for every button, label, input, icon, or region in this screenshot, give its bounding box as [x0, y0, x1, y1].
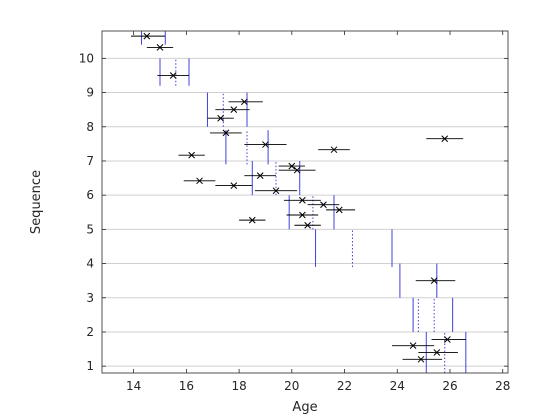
x-tick-label: 26	[442, 379, 457, 393]
data-point-marker	[417, 355, 425, 363]
data-point-marker	[430, 277, 438, 285]
y-tick-label: 10	[79, 51, 94, 65]
data-point-marker	[320, 201, 327, 209]
y-ticks: 1 2 3 4 5 6 7 8 9 10	[79, 51, 508, 373]
data-point-marker	[293, 166, 301, 174]
data-point-marker	[409, 342, 417, 349]
x-tick-label: 22	[337, 379, 352, 393]
grid-lines	[102, 57, 508, 367]
data-point-marker	[288, 162, 296, 170]
y-tick-label: 8	[86, 120, 94, 134]
x-tick-label: 28	[495, 379, 510, 393]
y-tick-label: 6	[86, 188, 94, 202]
y-tick-label: 4	[86, 257, 94, 271]
x-tick-label: 20	[284, 379, 299, 393]
data-point-marker	[433, 349, 441, 356]
y-tick-label: 2	[86, 325, 94, 339]
data-point-marker	[444, 336, 451, 343]
y-tick-label: 3	[86, 291, 94, 305]
y-tick-label: 9	[86, 86, 94, 100]
data-point-marker	[143, 32, 151, 40]
data-point-marker	[335, 206, 343, 214]
x-tick-label: 18	[231, 379, 246, 393]
data-point-marker	[330, 146, 338, 154]
data-point-marker	[156, 44, 164, 51]
plot-frame	[101, 30, 509, 374]
data-points	[131, 32, 466, 363]
y-axis-label: Sequence	[29, 170, 44, 234]
x-tick-label: 24	[390, 379, 405, 393]
data-point-marker	[241, 98, 248, 106]
data-point-marker	[222, 129, 230, 137]
data-point-marker	[299, 196, 306, 204]
x-tick-label: 14	[126, 379, 141, 393]
x-ticks: 14 16 18 20 22 24 26 28	[126, 31, 510, 393]
data-point-marker	[188, 151, 195, 159]
data-point-marker	[272, 187, 280, 195]
data-point-marker	[248, 216, 256, 224]
y-tick-label: 7	[86, 154, 94, 168]
y-tick-label: 1	[86, 359, 94, 373]
data-point-marker	[262, 141, 269, 148]
data-point-marker	[299, 211, 306, 219]
data-point-marker	[169, 72, 177, 79]
data-point-marker	[217, 114, 224, 122]
x-tick-label: 16	[179, 379, 194, 393]
data-point-marker	[230, 106, 238, 114]
y-tick-label: 5	[86, 222, 94, 236]
data-point-marker	[230, 182, 238, 189]
data-point-marker	[256, 172, 264, 180]
data-point-marker	[304, 221, 311, 229]
x-axis-label: Age	[292, 400, 317, 415]
data-point-marker	[441, 135, 449, 143]
data-point-marker	[196, 177, 203, 185]
